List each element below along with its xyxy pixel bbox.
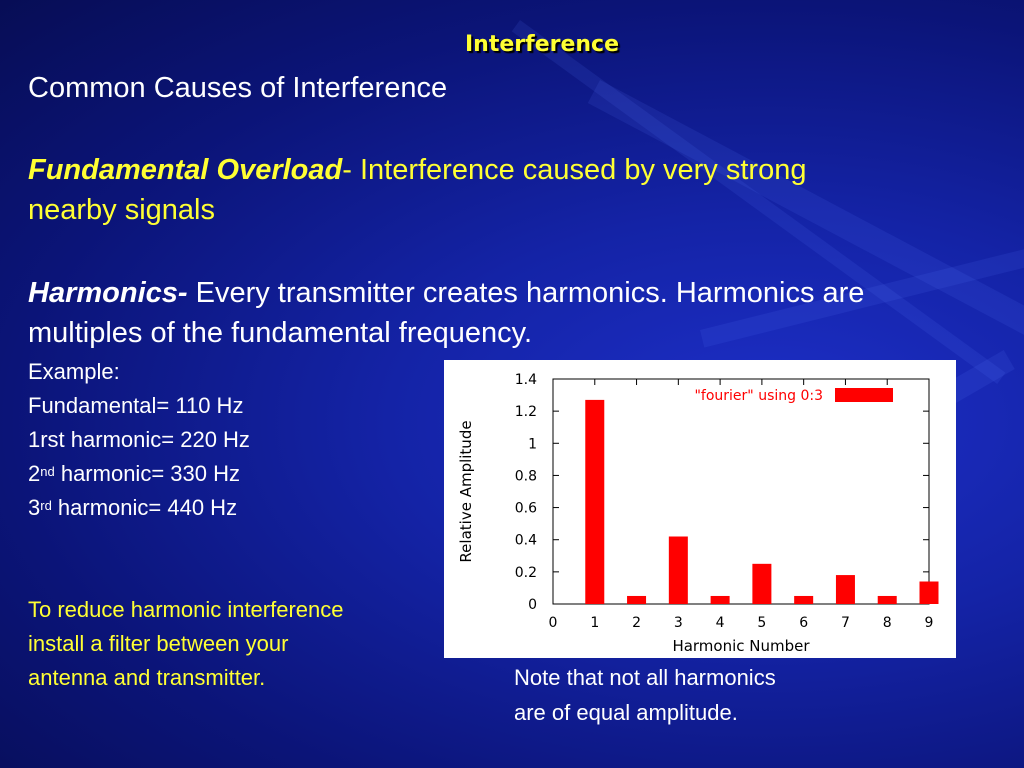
bar [627, 595, 647, 604]
example-first-harmonic: 1rst harmonic= 220 Hz [28, 427, 250, 452]
second-rest: harmonic= 330 Hz [54, 461, 240, 486]
filter-note-line3: antenna and transmitter. [28, 665, 266, 690]
y-tick-label: 1 [528, 436, 537, 452]
y-tick-label: 0.6 [515, 501, 537, 517]
example-label: Example: [28, 359, 120, 384]
y-axis-label: Relative Amplitude [457, 420, 475, 562]
bar [585, 399, 605, 604]
slide-heading: Common Causes of Interference [28, 72, 448, 104]
second-num: 2 [28, 461, 41, 486]
y-tick-label: 0 [528, 597, 537, 613]
y-tick-label: 1.2 [515, 404, 537, 420]
slide-title: Interference [464, 32, 620, 57]
y-tick-label: 1.4 [515, 372, 537, 388]
x-tick-label: 8 [883, 615, 892, 631]
harmonics-term: Harmonics- [28, 277, 188, 309]
legend-swatch [835, 388, 893, 402]
bar [919, 581, 939, 604]
y-tick-label: 0.4 [515, 533, 537, 549]
bar [710, 595, 730, 604]
x-tick-label: 9 [925, 615, 934, 631]
fundamental-overload-line2: nearby signals [28, 194, 215, 226]
third-rest: harmonic= 440 Hz [51, 495, 238, 520]
bar [877, 595, 897, 604]
fundamental-overload-line1: Fundamental Overload- Interference cause… [28, 150, 806, 190]
fundamental-overload-text: - Interference caused by very strong [342, 154, 807, 186]
bar [835, 575, 855, 604]
third-num: 3 [28, 495, 41, 520]
plot-frame [552, 378, 930, 605]
chart-svg: 0 0.2 0.4 0.6 0.8 1 1.2 1.4 0 1 2 3 4 5 6 7 8 9 "fourier" … [457, 372, 939, 655]
x-tick-label: 6 [799, 615, 808, 631]
x-tick-label: 5 [757, 615, 766, 631]
harmonics-text: Every transmitter creates harmonics. Har… [187, 277, 865, 309]
legend-label: "fourier" using 0:3 [694, 388, 823, 404]
y-tick-label: 0.2 [515, 565, 537, 581]
third-sup: rd [40, 498, 52, 513]
amplitude-note-line1: Note that not all harmonics [514, 665, 776, 690]
example-third-harmonic: 3rd harmonic= 440 Hz [28, 491, 237, 525]
x-tick-label: 0 [549, 615, 558, 631]
x-tick-label: 1 [590, 615, 599, 631]
y-tick-label: 0.8 [515, 468, 537, 484]
x-tick-label: 4 [716, 615, 725, 631]
filter-note-line1: To reduce harmonic interference [28, 597, 344, 622]
bar [794, 595, 814, 604]
x-axis-label: Harmonic Number [672, 637, 810, 655]
x-tick-label: 2 [632, 615, 641, 631]
amplitude-note-line2: are of equal amplitude. [514, 700, 738, 725]
fundamental-overload-term: Fundamental Overload [28, 154, 343, 186]
filter-note-line2: install a filter between your [28, 631, 289, 656]
harmonics-line2: multiples of the fundamental frequency. [28, 317, 533, 349]
example-fundamental: Fundamental= 110 Hz [28, 393, 244, 418]
bar [668, 536, 688, 604]
harmonic-bar-chart: 0 0.2 0.4 0.6 0.8 1 1.2 1.4 0 1 2 3 4 5 6 7 8 9 "fourier" … [444, 360, 956, 658]
x-tick-label: 3 [674, 615, 683, 631]
x-tick-label: 7 [841, 615, 850, 631]
bar [752, 563, 772, 604]
second-sup: nd [40, 464, 55, 479]
example-second-harmonic: 2nd harmonic= 330 Hz [28, 457, 240, 491]
harmonics-line1: Harmonics- Every transmitter creates har… [28, 273, 864, 313]
